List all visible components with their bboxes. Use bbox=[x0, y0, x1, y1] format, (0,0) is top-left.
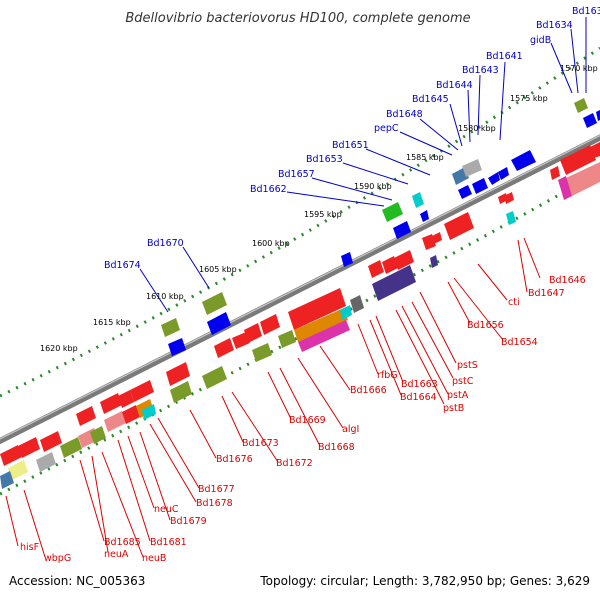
gene-label[interactable]: neuA bbox=[104, 549, 129, 560]
gene-label[interactable]: Bd1653 bbox=[306, 154, 343, 165]
gene-label[interactable]: rfbG bbox=[377, 370, 398, 381]
gene-label[interactable]: cti bbox=[508, 297, 520, 308]
gene-label[interactable]: algI bbox=[342, 424, 359, 435]
gene-label[interactable]: pepC bbox=[374, 123, 399, 134]
map-title: Bdellovibrio bacteriovorus HD100, comple… bbox=[125, 11, 470, 26]
reverse-gene-label-text: Bd1646 Bd1647 cti Bd1654 Bd1656 pstS pst… bbox=[20, 275, 586, 564]
gene-label[interactable]: hisF bbox=[20, 542, 39, 553]
gene-label[interactable]: Bd1677 bbox=[198, 484, 235, 495]
gene-label[interactable]: Bd1679 bbox=[170, 516, 207, 527]
tick-label: 1575 kbp bbox=[510, 94, 548, 103]
gene-label[interactable]: Bd1670 bbox=[147, 238, 184, 249]
gene-label[interactable]: Bd1669 bbox=[289, 415, 326, 426]
tick-label: 1580 kbp bbox=[458, 124, 496, 133]
tick-label: 1590 kbp bbox=[354, 182, 392, 191]
gene-label[interactable]: Bd1678 bbox=[196, 498, 233, 509]
reverse-gene-labels bbox=[5, 237, 541, 558]
tick-labels: 1570 kbp 1575 kbp 1580 kbp 1585 kbp 1590… bbox=[40, 64, 598, 353]
gene-label[interactable]: Bd1646 bbox=[549, 275, 586, 286]
gene-label[interactable]: Bd1648 bbox=[386, 109, 423, 120]
gene-label[interactable]: pstA bbox=[447, 390, 469, 401]
gene-label[interactable]: Bd1656 bbox=[467, 320, 504, 331]
forward-gene-label-text: Bd1633 Bd1634 gidB Bd1641 Bd1643 Bd1644 … bbox=[104, 6, 600, 271]
gene-label[interactable]: Bd1651 bbox=[332, 140, 369, 151]
gene-label[interactable]: Bd1645 bbox=[412, 94, 449, 105]
gene-label[interactable]: Bd1676 bbox=[216, 454, 253, 465]
gene-label[interactable]: Bd1664 bbox=[400, 392, 437, 403]
gene-label[interactable]: pstS bbox=[457, 360, 478, 371]
gene-label[interactable]: gidB bbox=[530, 35, 551, 46]
gene-label[interactable]: pstB bbox=[443, 403, 464, 414]
gene-label[interactable]: Bd1673 bbox=[242, 438, 279, 449]
tick-label: 1615 kbp bbox=[93, 318, 131, 327]
gene-label[interactable]: Bd1657 bbox=[278, 169, 315, 180]
tick-label: 1570 kbp bbox=[560, 64, 598, 73]
forward-gene-labels bbox=[139, 17, 587, 313]
gene-label[interactable]: Bd1685 bbox=[104, 537, 141, 548]
gene-label[interactable]: Bd1643 bbox=[462, 65, 499, 76]
tick-label: 1620 kbp bbox=[40, 344, 78, 353]
tick-label: 1605 kbp bbox=[199, 265, 237, 274]
gene-label[interactable]: Bd1663 bbox=[401, 379, 438, 390]
gene-label[interactable]: neuC bbox=[154, 504, 179, 515]
tick-label: 1600 kbp bbox=[252, 239, 290, 248]
tick-label: 1595 kbp bbox=[304, 210, 342, 219]
forward-strand-features bbox=[161, 98, 600, 356]
gene-label[interactable]: Bd1644 bbox=[436, 80, 473, 91]
genome-backbone bbox=[0, 134, 600, 445]
gene-label[interactable]: Bd1674 bbox=[104, 260, 141, 271]
gene-label[interactable]: Bd1633 bbox=[572, 6, 600, 17]
gene-label[interactable]: Bd1641 bbox=[486, 51, 523, 62]
tick-label: 1585 kbp bbox=[406, 153, 444, 162]
genome-summary: Topology: circular; Length: 3,782,950 bp… bbox=[259, 574, 590, 588]
gene-label[interactable]: wbpG bbox=[44, 553, 71, 564]
gene-label[interactable]: Bd1634 bbox=[536, 20, 573, 31]
gene-label[interactable]: Bd1666 bbox=[350, 385, 387, 396]
gene-label[interactable]: neuB bbox=[142, 553, 166, 564]
reverse-strand-features bbox=[0, 142, 600, 489]
gene-label[interactable]: Bd1662 bbox=[250, 184, 287, 195]
gene-label[interactable]: Bd1647 bbox=[528, 288, 565, 299]
tick-label: 1610 kbp bbox=[146, 292, 184, 301]
gene-label[interactable]: Bd1681 bbox=[150, 537, 187, 548]
gene-label[interactable]: Bd1672 bbox=[276, 458, 313, 469]
accession-text: Accession: NC_005363 bbox=[9, 574, 145, 588]
gene-label[interactable]: pstC bbox=[452, 376, 474, 387]
gene-label[interactable]: Bd1654 bbox=[501, 337, 538, 348]
gene-label[interactable]: Bd1668 bbox=[318, 442, 355, 453]
